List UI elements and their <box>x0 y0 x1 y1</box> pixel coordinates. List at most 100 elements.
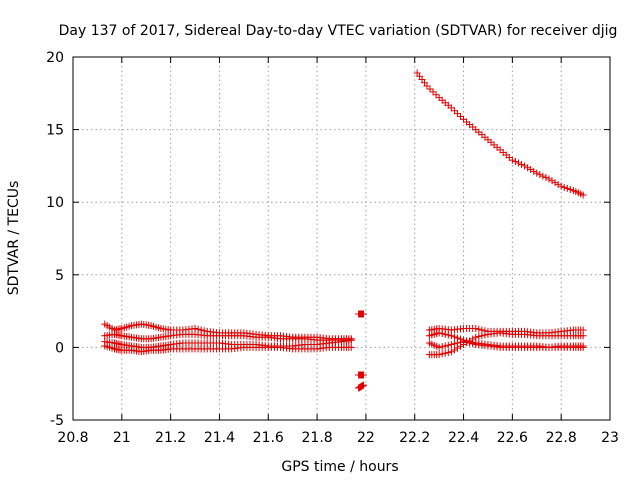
data-point <box>521 162 529 170</box>
data-point <box>438 350 446 358</box>
data-point <box>557 182 565 190</box>
data-point <box>566 185 574 193</box>
x-tick-label: 21.4 <box>204 430 235 446</box>
data-point <box>460 338 468 346</box>
data-point <box>514 159 522 167</box>
data-point <box>469 340 477 348</box>
y-tick-label: 5 <box>55 268 64 284</box>
data-point <box>481 331 489 339</box>
data-point <box>466 339 474 347</box>
data-point <box>438 330 446 338</box>
data-point <box>450 340 458 348</box>
data-point <box>539 172 547 180</box>
data-point <box>478 332 486 340</box>
data-point <box>554 180 562 188</box>
series-isolated-upper <box>355 310 367 318</box>
data-point <box>456 338 464 346</box>
x-tick-label: 21 <box>113 430 131 446</box>
y-tick-label: -5 <box>50 413 64 429</box>
data-point <box>359 381 367 389</box>
data-point <box>450 346 458 354</box>
data-points <box>101 69 587 392</box>
x-axis-ticks: 20.8 21 21.2 21.4 21.6 21.8 22 22.2 22.4 22.6 22.8… <box>57 57 619 446</box>
series-track-b <box>101 330 355 344</box>
data-point <box>444 348 452 356</box>
data-point <box>359 371 367 379</box>
data-point <box>579 332 587 340</box>
data-point <box>447 348 455 356</box>
data-point <box>432 91 440 99</box>
data-point <box>435 343 443 351</box>
data-point <box>423 82 431 90</box>
data-point <box>463 338 471 346</box>
data-point <box>551 179 559 187</box>
data-point <box>563 184 571 192</box>
series-track-h <box>425 338 587 351</box>
data-point <box>472 325 480 333</box>
data-point <box>444 331 452 339</box>
data-point <box>453 110 461 118</box>
data-point <box>447 340 455 348</box>
data-point <box>441 349 449 357</box>
x-tick-label: 22.8 <box>546 430 577 446</box>
data-point <box>536 171 544 179</box>
x-tick-label: 23 <box>601 430 619 446</box>
data-point <box>435 329 443 337</box>
series-isolated-lower <box>355 381 367 392</box>
data-point <box>508 156 516 164</box>
x-tick-label: 21.2 <box>155 430 186 446</box>
data-point <box>527 166 535 174</box>
series-isolated-mid <box>355 371 367 379</box>
data-point <box>524 164 532 172</box>
data-point <box>456 113 464 121</box>
data-point <box>450 333 458 341</box>
data-point <box>542 174 550 182</box>
data-point <box>450 107 458 115</box>
data-point <box>441 342 449 350</box>
data-point <box>435 351 443 359</box>
y-tick-label: 15 <box>46 123 64 139</box>
plot-frame <box>72 56 611 421</box>
y-tick-label: 20 <box>46 50 64 66</box>
y-tick-label: 0 <box>55 340 64 356</box>
data-point <box>518 160 526 168</box>
data-point <box>426 85 434 93</box>
data-point <box>444 341 452 349</box>
data-point <box>475 325 483 333</box>
data-point <box>347 336 355 344</box>
y-axis-label: SDTVAR / TECUs <box>6 181 22 296</box>
grid <box>73 57 610 420</box>
x-tick-label: 21.6 <box>253 430 284 446</box>
x-tick-label: 22.6 <box>497 430 528 446</box>
data-point <box>472 333 480 341</box>
data-point <box>533 169 541 177</box>
data-point <box>545 175 553 183</box>
data-point <box>438 343 446 351</box>
x-tick-label: 22.4 <box>448 430 479 446</box>
x-axis-label: GPS time / hours <box>281 459 398 475</box>
series-track-g <box>425 329 587 359</box>
series-track-d <box>101 342 355 356</box>
data-point <box>359 310 367 318</box>
data-point <box>429 88 437 96</box>
data-point <box>447 332 455 340</box>
data-point <box>475 333 483 341</box>
x-tick-label: 20.8 <box>57 430 88 446</box>
data-point <box>530 167 538 175</box>
y-axis-ticks: -5 0 5 10 15 20 <box>46 50 610 429</box>
data-point <box>579 343 587 351</box>
x-tick-label: 21.8 <box>302 430 333 446</box>
data-point <box>511 158 519 166</box>
data-point <box>347 343 355 351</box>
data-point <box>441 330 449 338</box>
data-point <box>560 183 568 191</box>
data-point <box>453 339 461 347</box>
x-tick-label: 22.2 <box>399 430 430 446</box>
data-point <box>579 191 587 199</box>
data-point <box>548 177 556 185</box>
chart-title: Day 137 of 2017, Sidereal Day-to-day VTE… <box>59 23 618 39</box>
series-decay-track <box>413 69 587 199</box>
data-point <box>447 104 455 112</box>
y-tick-label: 10 <box>46 195 64 211</box>
